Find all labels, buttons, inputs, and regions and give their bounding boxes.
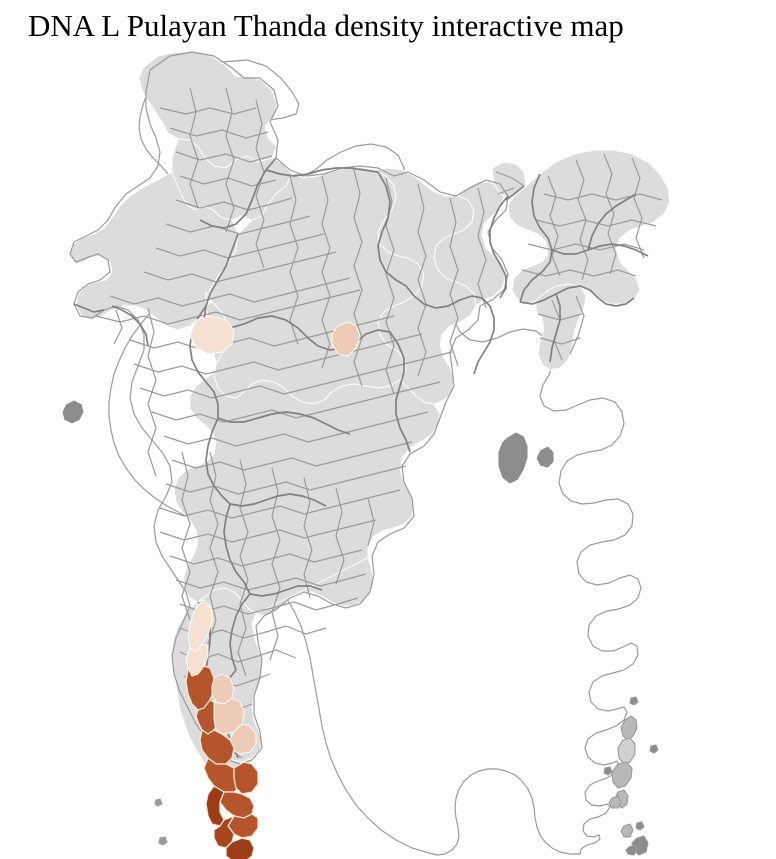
dark-districts-group[interactable] bbox=[62, 400, 554, 484]
island-andaman-islet-c[interactable] bbox=[604, 767, 612, 775]
island-andaman-south[interactable] bbox=[612, 762, 632, 788]
district-thiruvananthapuram[interactable] bbox=[226, 838, 254, 859]
island-lakshadweep-a[interactable] bbox=[159, 837, 167, 845]
island-nicobar-islet-d[interactable] bbox=[636, 822, 644, 830]
district-lucknow[interactable] bbox=[332, 322, 360, 356]
island-nicobar-mid[interactable] bbox=[621, 824, 633, 837]
district-idukki[interactable] bbox=[234, 762, 258, 794]
islands-group[interactable] bbox=[155, 697, 658, 855]
district-kutch-coast[interactable] bbox=[62, 400, 84, 424]
island-andaman-north[interactable] bbox=[621, 716, 637, 740]
highlighted-districts-group[interactable] bbox=[186, 316, 360, 859]
island-nicobar-small-a[interactable] bbox=[626, 845, 637, 855]
district-ne-border-patch[interactable] bbox=[536, 446, 554, 468]
map-detail-overlay bbox=[70, 52, 508, 764]
district-kottayam[interactable] bbox=[220, 792, 254, 818]
island-andaman-islet-a[interactable] bbox=[630, 697, 638, 705]
island-andaman-islet-b[interactable] bbox=[650, 745, 658, 753]
map-silhouette-group bbox=[70, 52, 670, 782]
district-bhilwara[interactable] bbox=[190, 316, 234, 354]
map-svg[interactable] bbox=[0, 48, 776, 859]
district-south-24-parganas[interactable] bbox=[498, 432, 528, 484]
india-coast-outline bbox=[70, 52, 508, 764]
island-car-nicobar[interactable] bbox=[609, 796, 621, 808]
india-choropleth-map[interactable] bbox=[0, 48, 776, 859]
district-boundary-mesh bbox=[95, 87, 663, 759]
page-title: DNA L Pulayan Thanda density interactive… bbox=[28, 8, 624, 43]
island-andaman-middle[interactable] bbox=[618, 738, 635, 764]
district-alappuzha[interactable] bbox=[206, 786, 224, 826]
district-thrissur[interactable] bbox=[200, 730, 234, 764]
island-lakshadweep-b[interactable] bbox=[155, 799, 162, 806]
